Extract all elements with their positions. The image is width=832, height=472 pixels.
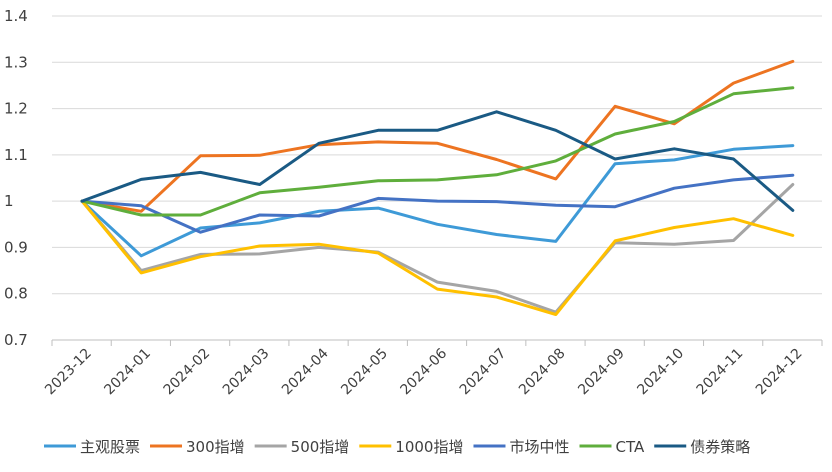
y-tick-label: 1.4 (4, 7, 28, 25)
x-tick-label: 2024-04 (279, 345, 332, 398)
legend-item-2: 300指增 (150, 438, 245, 456)
x-tick-label: 2024-01 (101, 346, 154, 399)
legend-label: 市场中性 (509, 438, 569, 456)
y-tick-label: 1 (4, 192, 14, 210)
legend-item-4: 1000指增 (359, 438, 463, 456)
x-tick-label: 2024-11 (694, 346, 747, 399)
legend: 主观股票 300指增 500指增 1000指增 市场中性 CTA 债券策略 (44, 438, 750, 456)
legend-item-5: 市场中性 (473, 438, 570, 456)
legend-label: 债券策略 (690, 438, 750, 456)
series-line-3 (80, 183, 795, 314)
x-tick-label: 2024-05 (338, 346, 391, 399)
y-tick-label: 0.7 (4, 331, 28, 349)
series-line-2 (80, 59, 795, 213)
legend-item-6: CTA (579, 438, 645, 456)
legend-item-3: 500指增 (254, 438, 350, 456)
legend-label: 1000指增 (395, 438, 463, 456)
x-tick-label: 2024-07 (457, 346, 510, 399)
x-tick-label: 2024-03 (220, 346, 273, 399)
legend-label: CTA (616, 438, 645, 456)
series-lines (80, 59, 795, 316)
y-tick-label: 1.3 (4, 53, 28, 71)
series-line-5 (80, 173, 795, 234)
legend-item-7: 债券策略 (654, 438, 750, 456)
x-tick-label: 2024-09 (575, 346, 628, 399)
legend-item-1: 主观股票 (44, 438, 140, 456)
legend-label: 300指增 (186, 438, 245, 456)
legend-label: 500指增 (291, 438, 350, 456)
x-tick-label: 2024-08 (516, 346, 569, 399)
series-line-1 (80, 144, 795, 258)
legend-label: 主观股票 (80, 438, 140, 456)
y-tick-label: 1.2 (4, 100, 28, 118)
series-line-4 (80, 199, 795, 316)
y-tick-label: 0.9 (4, 238, 28, 256)
x-axis: 2023-12 2024-01 2024-02 2024-03 2024-04 2024-… (42, 339, 823, 399)
x-tick-label: 2024-06 (398, 345, 451, 398)
y-axis-ticks: 0.7 0.8 0.9 1 1.1 1.2 1.3 1.4 (4, 7, 28, 349)
y-tick-label: 0.8 (4, 285, 28, 303)
y-tick-label: 1.1 (4, 146, 28, 164)
x-tick-label: 2023-12 (42, 346, 95, 399)
series-line-7 (80, 110, 795, 212)
x-tick-label: 2024-12 (753, 346, 806, 399)
x-tick-label: 2024-02 (161, 346, 214, 399)
x-tick-label: 2024-10 (634, 346, 687, 399)
series-line-6 (80, 86, 795, 217)
